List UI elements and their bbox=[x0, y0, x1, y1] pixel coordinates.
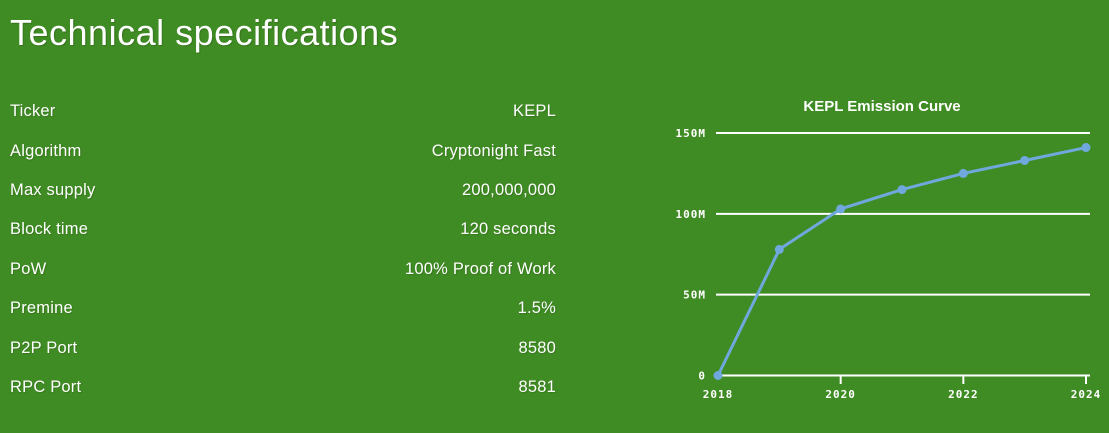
spec-row: PoW 100% Proof of Work bbox=[10, 250, 556, 289]
x-tick-label: 2022 bbox=[948, 388, 979, 401]
spec-label: Block time bbox=[10, 220, 89, 239]
specs-table: Ticker KEPL Algorithm Cryptonight Fast Max s… bbox=[10, 92, 556, 407]
spec-value: 8581 bbox=[518, 377, 556, 396]
spec-label: PoW bbox=[10, 259, 47, 278]
spec-label: Premine bbox=[10, 299, 73, 318]
data-point bbox=[958, 168, 968, 178]
spec-value: 100% Proof of Work bbox=[405, 259, 556, 278]
spec-row: Block time 120 seconds bbox=[10, 210, 556, 249]
emission-curve-svg: KEPL Emission Curve 0 50M 100M 150M 2018 2020 2… bbox=[676, 98, 1102, 401]
data-point bbox=[713, 371, 723, 380]
y-tick-label: 100M bbox=[676, 208, 707, 221]
spec-row: P2P Port 8580 bbox=[10, 328, 556, 367]
x-tick-label: 2020 bbox=[825, 388, 856, 401]
spec-label: Max supply bbox=[10, 180, 96, 199]
data-point bbox=[897, 185, 907, 195]
spec-row: Max supply 200,000,000 bbox=[10, 171, 556, 210]
spec-label: Ticker bbox=[10, 102, 56, 121]
data-point bbox=[774, 244, 784, 254]
spec-value: 1.5% bbox=[517, 299, 556, 318]
spec-value: KEPL bbox=[513, 102, 556, 121]
spec-row: RPC Port 8581 bbox=[10, 368, 556, 407]
data-point bbox=[1081, 143, 1091, 153]
spec-label: RPC Port bbox=[10, 377, 82, 396]
spec-label: P2P Port bbox=[10, 338, 78, 357]
y-tick-label: 150M bbox=[676, 127, 707, 140]
y-tick-label: 0 bbox=[698, 370, 706, 383]
emission-chart: KEPL Emission Curve 0 50M 100M 150M 2018 2020 2… bbox=[660, 90, 1109, 433]
x-tick-label: 2024 bbox=[1071, 388, 1102, 401]
spec-value: 120 seconds bbox=[460, 220, 556, 239]
spec-value: 8580 bbox=[518, 338, 556, 357]
emission-line bbox=[716, 146, 1088, 377]
data-point bbox=[1020, 155, 1030, 165]
chart-title: KEPL Emission Curve bbox=[803, 98, 960, 115]
spec-row: Premine 1.5% bbox=[10, 289, 556, 328]
spec-row: Algorithm Cryptonight Fast bbox=[10, 131, 556, 170]
page-title: Technical specifications bbox=[10, 12, 399, 53]
data-point bbox=[836, 204, 846, 214]
spec-label: Algorithm bbox=[10, 141, 82, 160]
y-tick-label: 50M bbox=[683, 289, 706, 302]
spec-row: Ticker KEPL bbox=[10, 92, 556, 131]
x-tick-label: 2018 bbox=[703, 388, 734, 401]
spec-value: Cryptonight Fast bbox=[431, 141, 556, 160]
spec-value: 200,000,000 bbox=[462, 180, 556, 199]
